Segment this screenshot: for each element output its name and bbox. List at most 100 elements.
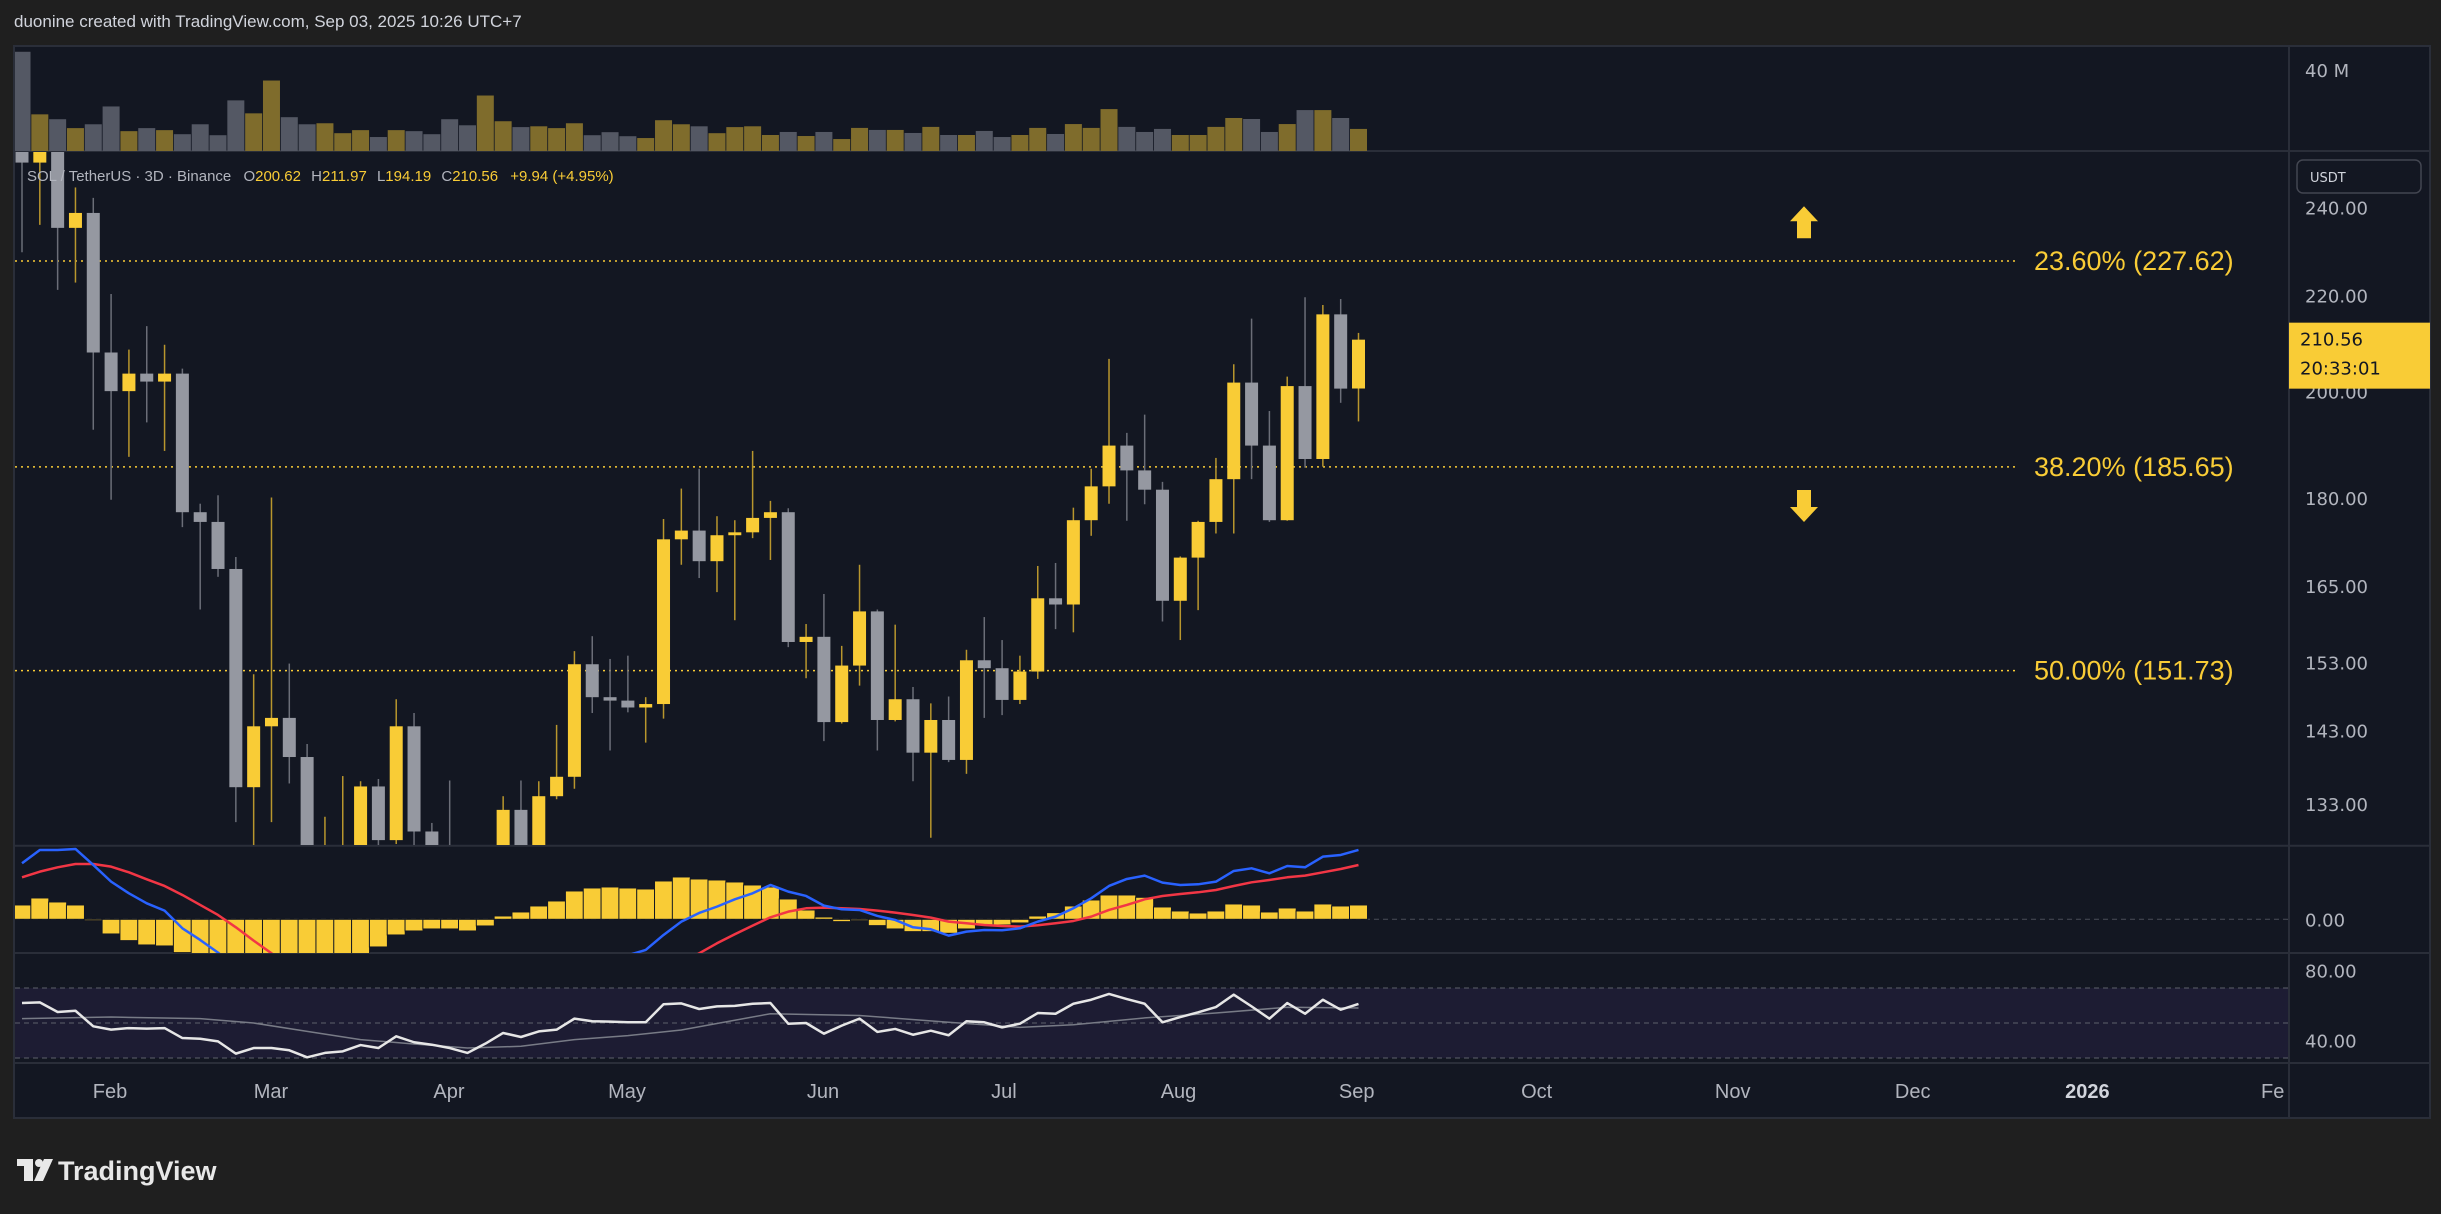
fib-level-label: 23.60% (227.62) [2034,246,2234,276]
price-axis[interactable]: 240.00220.00200.00180.00165.00153.00143.… [2305,61,2368,1053]
volume-bar [833,139,851,151]
volume-bar [797,136,815,151]
volume-bar [637,138,655,151]
volume-bar [957,135,975,151]
volume-bar [548,128,566,151]
volume-bar [15,51,31,151]
volume-bar [655,120,673,151]
macd-histogram-bar [654,880,674,920]
candle-body [977,660,991,669]
price-axis-label: 165.00 [2305,577,2368,598]
macd-histogram-bar [440,918,460,930]
macd-histogram-bar [1010,918,1030,924]
macd-signal-line [21,862,1359,953]
volume-bar [298,124,316,151]
candle-body [1280,386,1294,521]
candle-body [1013,671,1027,700]
volume-bar [779,131,797,151]
price-axis-label: 240.00 [2305,198,2368,219]
macd-histogram-bar [458,918,477,932]
candle-body [1049,598,1063,605]
macd-histogram-bar [1331,905,1351,920]
volume-bar [49,119,67,151]
volume-bar [583,135,601,151]
volume-bar [156,130,174,151]
volume-bar [262,80,280,151]
tradingview-logo-icon [17,1159,53,1181]
candle-body [817,636,831,723]
macd-histogram-bar [529,905,549,920]
candle-body [621,700,635,708]
candle-body [550,776,564,797]
fibonacci-retracement[interactable]: 23.60% (227.62) 38.20% (185.65) 50.00% (15… [15,246,2234,686]
volume-bar [369,137,387,151]
volume-bar [494,121,512,151]
volume-bar [851,127,869,151]
chart-frame [13,45,2431,1119]
bar-countdown: 20:33:01 [2300,359,2381,380]
volume-bar [1296,110,1314,151]
macd-histogram-bar [671,876,691,920]
macd-line [21,847,1359,953]
candle-body [532,796,546,845]
tradingview-logo[interactable]: TradingView [17,1156,218,1186]
last-price-box [2289,322,2430,389]
macd-histogram-bar [850,918,870,922]
macd-histogram-bar [636,888,656,920]
volume-bar [761,135,779,151]
macd-histogram-bar [832,918,852,923]
volume-bar [512,127,530,151]
candle-body [514,809,528,845]
macd-histogram-bar [404,918,424,932]
rsi-indicator [21,992,1359,1059]
volume-bar [690,126,708,151]
candle-body [1155,489,1169,601]
time-axis-label: Fe [2261,1081,2284,1103]
macd-histogram-bar [600,886,620,920]
price-axis-label: 180.00 [2305,489,2368,510]
time-axis-label: Jul [991,1081,1017,1103]
candle-body [175,373,189,513]
legend-high-label: H [311,168,322,185]
volume-bar [886,129,904,151]
price-axis-label: 143.00 [2305,722,2368,743]
time-axis-label: Aug [1161,1081,1197,1103]
macd-histogram-bar [778,898,798,920]
legend-symbol: SOL / TetherUS · 3D · Binance [27,168,231,185]
macd-histogram-bar [48,901,68,920]
candle-body [1334,314,1348,389]
candle-body [674,530,688,540]
candle-body [1138,470,1152,490]
time-axis-label: Sep [1339,1081,1375,1103]
macd-histogram-bar [1152,906,1172,920]
candle-body [140,373,154,382]
macd-histogram-bar [867,918,887,927]
arrow-down-icon[interactable] [1790,489,1818,522]
macd-histogram-bar [814,916,834,920]
candle-body [1173,557,1187,601]
candle-body [51,152,65,228]
macd-histogram-bar [172,918,192,953]
rsi-line [21,992,1359,1059]
candle-body [906,699,920,753]
macd-histogram-bar [547,900,567,920]
macd-histogram-bar [1206,910,1226,920]
currency-box[interactable] [2296,159,2422,194]
candle-body [1031,598,1045,672]
macd-histogram-bar [1242,904,1262,920]
macd-histogram-bar [83,918,103,922]
macd-histogram-bar [618,887,638,920]
arrow-up-icon[interactable] [1790,206,1818,239]
currency-button[interactable]: USDT [2296,159,2422,194]
symbol-legend[interactable]: SOL / TetherUS · 3D · Binance O200.62 H2… [27,168,614,185]
volume-bar [1100,109,1118,151]
volume-bar [672,124,690,151]
time-axis-label: Apr [433,1081,464,1103]
time-axis[interactable]: Feb Mar Apr May Jun Jul Aug Sep Oct Nov Dec 2026 Fe [93,1081,2285,1103]
arrow-annotations[interactable] [1790,206,1818,522]
macd-histogram-bar [707,879,727,920]
volume-bar [1011,135,1029,151]
candle-body [264,717,278,727]
volume-bar [102,106,120,151]
